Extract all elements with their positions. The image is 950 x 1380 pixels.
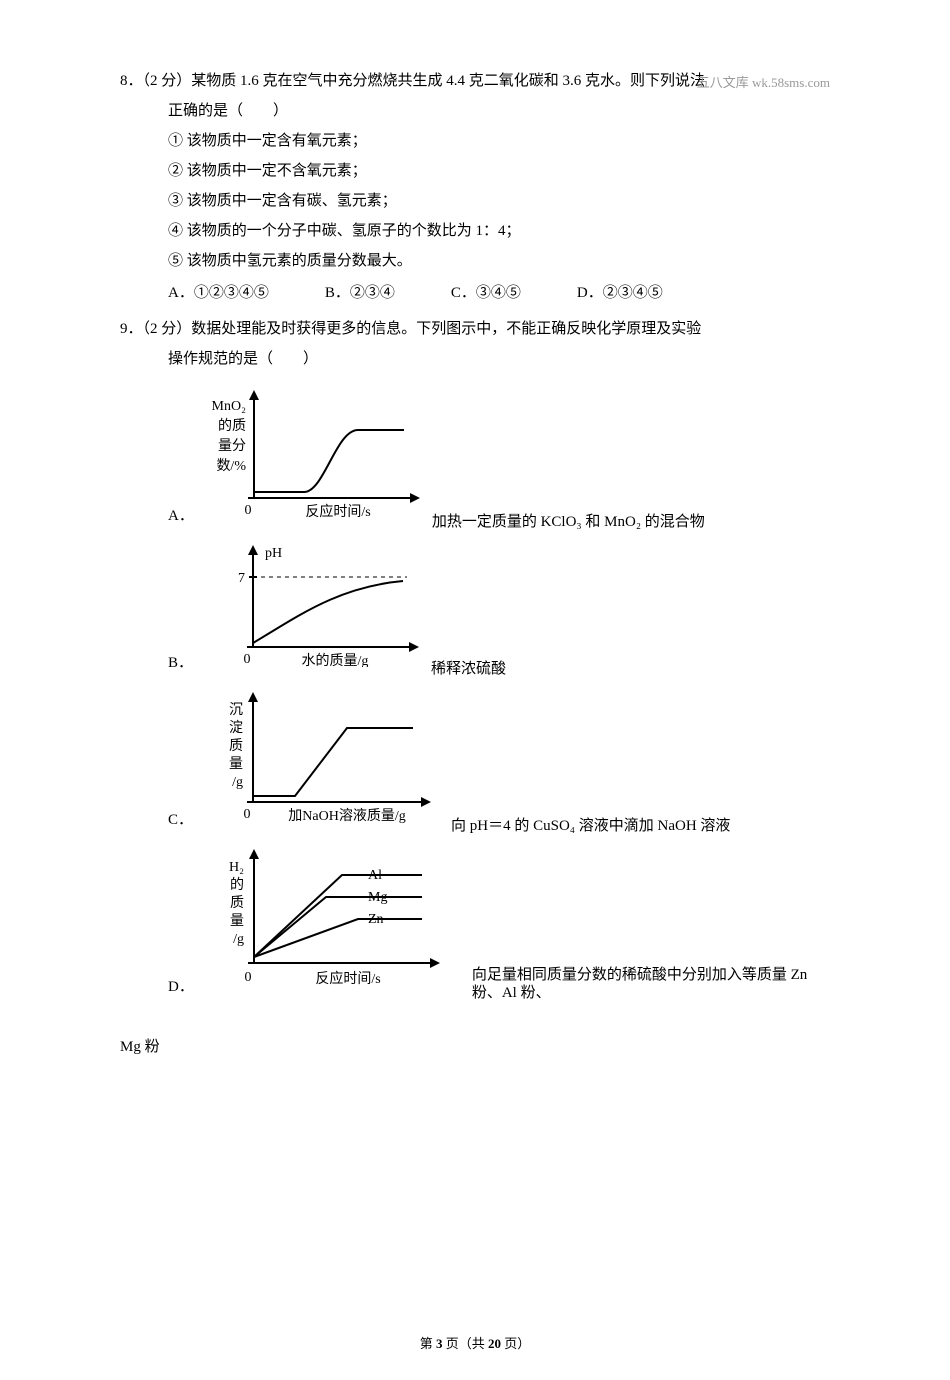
ylab-C-4: 量	[229, 756, 243, 772]
tick-B: 7	[238, 571, 245, 586]
series-Zn: Zn	[368, 912, 384, 927]
origin-B: 0	[244, 652, 251, 667]
q9-D-caption-tail: Mg 粉	[120, 1032, 830, 1062]
q9-A-caption: 加热一定质量的 KClO₃ 和 MnO₂ 的混合物	[432, 513, 705, 531]
page: 五八文库 wk.58sms.com 8．（2 分）某物质 1.6 克在空气中充分…	[0, 0, 950, 1380]
q8-opt-5: ⑤ 该物质中氢元素的质量分数最大。	[120, 246, 830, 276]
q9-stem-line1: 9．（2 分）数据处理能及时获得更多的信息。下列图示中，不能正确反映化学原理及实…	[120, 314, 830, 344]
q9-B-caption: 稀释浓硫酸	[431, 660, 506, 678]
xlab-D: 反应时间/s	[315, 970, 380, 987]
q9-option-B: B． pH 7 0 水的质量/g 稀释浓硫酸	[120, 537, 830, 678]
q9-B-graph: pH 7 0 水的质量/g	[207, 537, 427, 678]
q8-stem-a: 某物质 1.6 克在空气中充分燃烧共生成 4.4 克二氧化碳和 3.6 克水。则…	[191, 73, 705, 89]
chart-B: pH 7 0 水的质量/g	[207, 537, 427, 667]
series-Mg: Mg	[368, 890, 387, 905]
origin-D: 0	[244, 970, 251, 985]
chart-D: Al Mg Zn H₂ 的 质 量 /g 0 反应时间/s	[208, 841, 468, 991]
question-8: 8．（2 分）某物质 1.6 克在空气中充分燃烧共生成 4.4 克二氧化碳和 3…	[120, 66, 830, 308]
xlab-C: 加NaOH溶液质量/g	[288, 808, 405, 824]
q9-option-D: D． Al Mg Zn H₂ 的	[120, 841, 830, 1002]
y-arrow-icon	[248, 692, 258, 702]
y-arrow-icon	[249, 390, 259, 400]
q9-stem-line2: 操作规范的是（ ）	[120, 344, 830, 374]
q8-choice-B: B．②③④	[325, 278, 395, 308]
xlab-A: 反应时间/s	[305, 503, 370, 520]
line-Zn	[254, 919, 422, 957]
ylab-A-2: 的质	[218, 418, 246, 434]
curve-A	[254, 430, 404, 492]
origin-C: 0	[244, 807, 251, 822]
y-arrow-icon	[248, 545, 258, 555]
page-footer: 第 3 页（共 20 页）	[0, 1333, 950, 1352]
ylab-B: pH	[265, 546, 282, 561]
ylab-C-2: 淀	[229, 720, 243, 736]
q9-D-caption: 向足量相同质量分数的稀硫酸中分别加入等质量 Zn 粉、Al 粉、	[472, 966, 830, 1002]
ylab-D-5: /g	[233, 932, 244, 947]
ylab-C-3: 质	[229, 738, 243, 754]
q8-opt-3: ③ 该物质中一定含有碳、氢元素；	[120, 186, 830, 216]
q9-C-caption: 向 pH＝4 的 CuSO₄ 溶液中滴加 NaOH 溶液	[451, 817, 730, 835]
q9-A-graph: MnO₂ 的质 量分 数/% 0 反应时间/s	[208, 380, 428, 531]
chart-A: MnO₂ 的质 量分 数/% 0 反应时间/s	[208, 380, 428, 520]
watermark: 五八文库 wk.58sms.com	[697, 72, 830, 91]
ylab-A-1: MnO₂	[211, 399, 246, 414]
curve-B	[253, 581, 403, 643]
q8-opt-2: ② 该物质中一定不含氧元素；	[120, 156, 830, 186]
q8-points: （2 分）	[143, 73, 192, 89]
q8-choice-A: A．①②③④⑤	[168, 278, 269, 308]
xlab-B: 水的质量/g	[302, 653, 369, 667]
x-arrow-icon	[409, 642, 419, 652]
y-arrow-icon	[249, 849, 259, 859]
x-arrow-icon	[421, 797, 431, 807]
q8-opt-1: ① 该物质中一定含有氧元素；	[120, 126, 830, 156]
q8-stem-line2: 正确的是（ ）	[120, 96, 830, 126]
line-Al	[254, 875, 422, 957]
q8-choice-C: C．③④⑤	[451, 278, 521, 308]
series-Al: Al	[368, 868, 382, 883]
q9-D-label: D．	[168, 972, 194, 1002]
ylab-D-2: 的	[230, 877, 244, 893]
origin-A: 0	[244, 503, 251, 518]
ylab-D-3: 质	[230, 895, 244, 911]
question-9: 9．（2 分）数据处理能及时获得更多的信息。下列图示中，不能正确反映化学原理及实…	[120, 314, 830, 1062]
q9-C-graph: 沉 淀 质 量 /g 0 加NaOH溶液质量/g	[207, 684, 447, 835]
q9-D-graph: Al Mg Zn H₂ 的 质 量 /g 0 反应时间/s	[208, 841, 468, 1002]
q9-B-label: B．	[168, 648, 193, 678]
ylab-D-4: 量	[230, 913, 244, 929]
ylab-D-1: H₂	[229, 860, 244, 875]
q8-choice-D: D．②③④⑤	[577, 278, 663, 308]
q9-stem-a: 数据处理能及时获得更多的信息。下列图示中，不能正确反映化学原理及实验	[191, 321, 701, 337]
q8-opt-4: ④ 该物质的一个分子中碳、氢原子的个数比为 1：4；	[120, 216, 830, 246]
ylab-A-3: 量分	[218, 438, 246, 454]
ylab-C-1: 沉	[229, 702, 243, 718]
x-arrow-icon	[430, 958, 440, 968]
q9-option-A: A． MnO₂ 的质 量分 数/% 0 反应时间/s 加热一定质量的 KClO₃…	[120, 380, 830, 531]
q9-points: （2 分）	[143, 321, 192, 337]
ylab-A-4: 数/%	[216, 458, 246, 474]
q9-C-label: C．	[168, 805, 193, 835]
q9-number: 9．	[120, 321, 143, 337]
q8-number: 8．	[120, 73, 143, 89]
q9-option-C: C． 沉 淀 质 量 /g 0 加NaOH溶液质量/g 向 pH＝4 的	[120, 684, 830, 835]
q8-choices: A．①②③④⑤ B．②③④ C．③④⑤ D．②③④⑤	[120, 278, 830, 308]
ylab-C-5: /g	[232, 775, 243, 790]
chart-C: 沉 淀 质 量 /g 0 加NaOH溶液质量/g	[207, 684, 447, 824]
curve-C	[253, 728, 413, 796]
q9-A-label: A．	[168, 501, 194, 531]
x-arrow-icon	[410, 493, 420, 503]
